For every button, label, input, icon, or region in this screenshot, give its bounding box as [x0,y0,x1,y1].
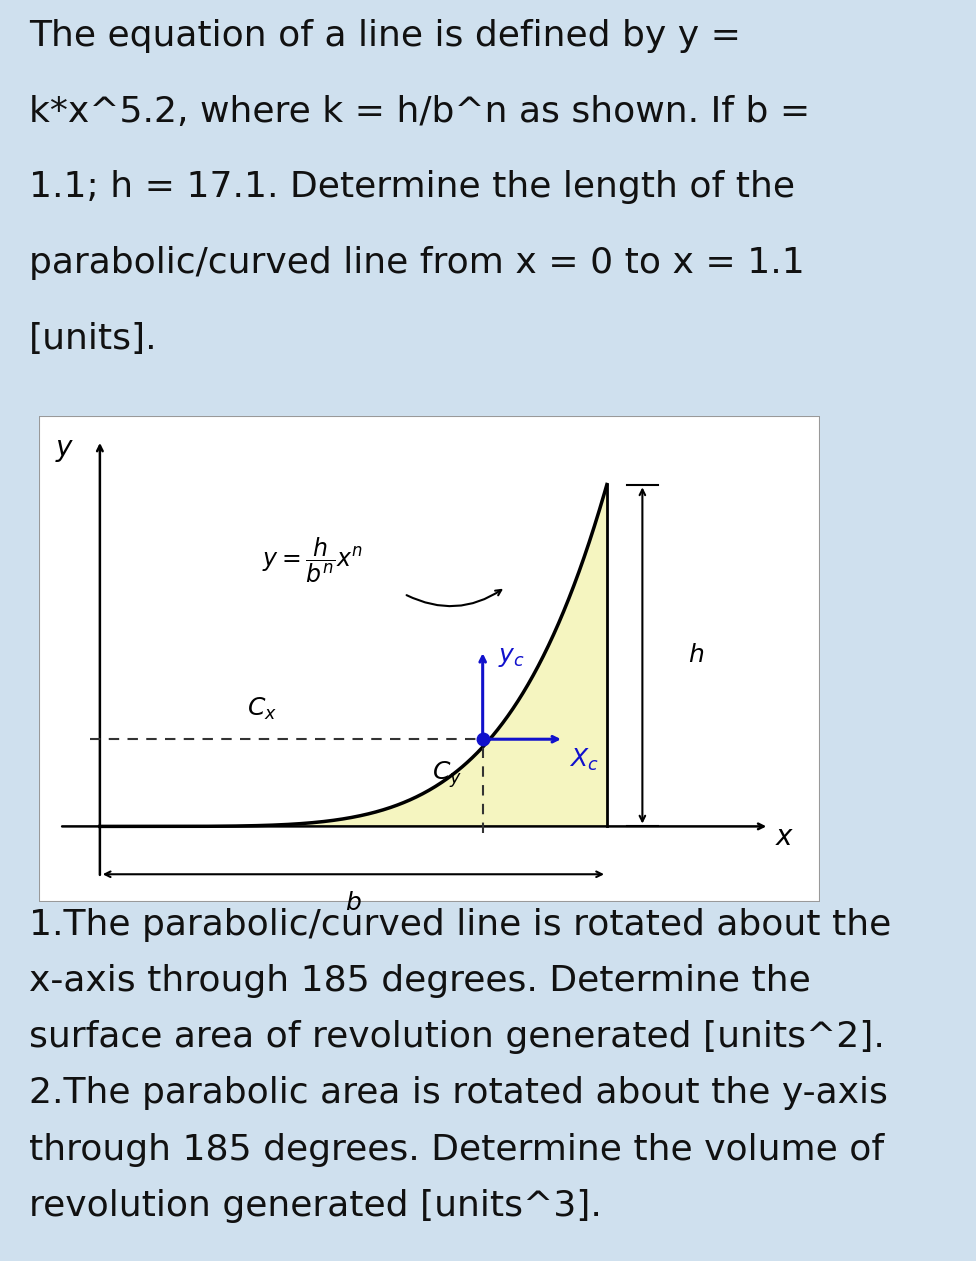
Text: parabolic/curved line from x = 0 to x = 1.1: parabolic/curved line from x = 0 to x = … [29,246,805,280]
Text: $C_y$: $C_y$ [432,759,463,791]
Text: $x$: $x$ [775,822,794,851]
Text: x-axis through 185 degrees. Determine the: x-axis through 185 degrees. Determine th… [29,965,811,999]
Text: $y = \dfrac{h}{b^n}x^n$: $y = \dfrac{h}{b^n}x^n$ [263,535,363,585]
Text: 2.The parabolic area is rotated about the y-axis: 2.The parabolic area is rotated about th… [29,1077,888,1111]
Text: The equation of a line is defined by y =: The equation of a line is defined by y = [29,19,742,53]
Text: $C_x$: $C_x$ [247,696,277,723]
Text: $X_c$: $X_c$ [569,747,598,773]
Text: $b$: $b$ [346,892,362,915]
FancyBboxPatch shape [39,416,820,902]
Text: revolution generated [units^3].: revolution generated [units^3]. [29,1189,602,1223]
Text: surface area of revolution generated [units^2].: surface area of revolution generated [un… [29,1020,885,1054]
Text: k*x^5.2, where k = h/b^n as shown. If b =: k*x^5.2, where k = h/b^n as shown. If b … [29,95,810,129]
Text: through 185 degrees. Determine the volume of: through 185 degrees. Determine the volum… [29,1132,884,1166]
Text: $h$: $h$ [688,643,704,667]
Text: 1.1; h = 17.1. Determine the length of the: 1.1; h = 17.1. Determine the length of t… [29,170,795,204]
Text: 1.The parabolic/curved line is rotated about the: 1.The parabolic/curved line is rotated a… [29,908,891,942]
Text: $y$: $y$ [55,436,74,464]
Polygon shape [100,484,607,826]
Text: $y_c$: $y_c$ [498,646,525,670]
Text: [units].: [units]. [29,322,158,356]
